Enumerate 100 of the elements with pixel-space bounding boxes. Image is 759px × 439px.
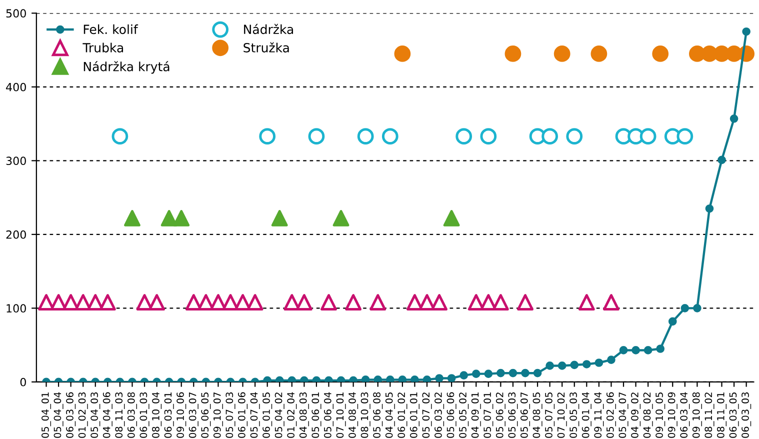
point (504, 46, 522, 62)
point (74, 294, 92, 310)
x-tick-label: 05_07_02 (422, 392, 432, 438)
x-tick-label: 05_06_05 (201, 392, 211, 438)
point (496, 368, 505, 378)
point (160, 210, 178, 226)
point (136, 294, 153, 310)
x-tick-label: 06_01_04 (582, 392, 592, 438)
point (374, 376, 382, 382)
x-tick-label: 01_02_03 (78, 392, 88, 438)
point (349, 376, 358, 382)
x-tick-label: 09_10_05 (656, 392, 666, 438)
point (480, 128, 497, 145)
point (632, 346, 640, 354)
x-tick-label: 04_09_01 (471, 392, 481, 438)
x-tick-label: 05_06_06 (446, 392, 456, 438)
x-tick-label: 05_07_05 (545, 392, 555, 438)
point (320, 294, 337, 310)
point (386, 376, 394, 382)
point (456, 128, 472, 145)
point (222, 294, 239, 310)
x-tick-label: 06_03_03 (742, 392, 752, 438)
x-tick-label: 06_01_05 (262, 392, 272, 438)
x-tick-label: 05_05_02 (459, 392, 469, 438)
point (558, 362, 566, 370)
x-tick-label: 09_11_04 (594, 392, 604, 438)
point (431, 294, 448, 310)
x-tick-label: 06_01_01 (410, 392, 420, 438)
point (234, 294, 251, 310)
point (382, 128, 398, 145)
y-tick-label: 0 (20, 378, 26, 386)
x-tick-label: 05_07_04 (250, 392, 260, 438)
point (570, 360, 579, 370)
point (607, 356, 616, 364)
point (554, 46, 570, 62)
point (508, 368, 518, 378)
x-tick-label: 06_03_08 (127, 392, 137, 438)
point (603, 294, 620, 310)
point (693, 304, 702, 312)
point (173, 210, 190, 226)
x-tick-label: 05_04_01 (42, 392, 52, 438)
x-tick-label: 05_05_03 (570, 392, 580, 438)
point (566, 128, 583, 145)
point (718, 156, 726, 164)
point (50, 294, 67, 310)
point (546, 362, 554, 370)
x-tick-label: 07_10_02 (557, 392, 567, 438)
x-tick-label: 08_11_03 (115, 392, 125, 438)
x-tick-label: 05_06_07 (520, 392, 530, 438)
point (656, 344, 665, 353)
legend-label: Fek. kolif (84, 24, 138, 34)
point (590, 46, 608, 62)
x-tick-label: 05_04_04 (54, 392, 64, 438)
x-tick-label: 09_10_09 (668, 392, 678, 438)
x-tick-label: 06_01_03 (140, 392, 150, 438)
point (345, 294, 362, 310)
x-tick-label: 05_07_01 (484, 392, 494, 438)
point (406, 294, 423, 310)
x-tick-label: 09_10_06 (176, 392, 186, 438)
point (410, 376, 419, 382)
x-tick-label: 08_10_04 (152, 392, 162, 438)
y-tick-label: 200 (6, 230, 26, 239)
point (38, 294, 54, 310)
x-tick-label: 04_08_04 (348, 392, 358, 438)
x-tick-label: 05_06_01 (312, 392, 322, 438)
y-tick-label: 300 (6, 156, 26, 166)
point (680, 304, 690, 312)
point (742, 27, 750, 36)
point (492, 294, 509, 310)
x-tick-label: 07_10_01 (336, 392, 346, 438)
point (210, 294, 226, 310)
y-tick-label: 100 (6, 304, 26, 313)
y-tick-label: 400 (6, 82, 26, 92)
x-tick-label: 05_02_06 (606, 392, 616, 438)
x-tick-label: 08_11_02 (704, 392, 714, 438)
point (578, 294, 595, 310)
x-tick-label: 08_10_03 (360, 392, 370, 438)
legend-label: Trubka (82, 42, 124, 52)
legend-label: Nádržka (244, 24, 294, 34)
legend-label: Stružka (244, 42, 289, 52)
point (300, 376, 308, 382)
point (398, 376, 407, 382)
x-tick-label: 09_10_08 (692, 392, 702, 438)
x-tick-label: 05_04_03 (90, 392, 100, 438)
point (644, 346, 652, 354)
x-tick-label: 06_03_02 (434, 392, 444, 438)
point (730, 114, 738, 123)
point (619, 346, 628, 354)
x-tick-label: 06_03_06 (66, 392, 76, 438)
point (332, 210, 350, 226)
point (435, 374, 444, 382)
x-tick-label: 05_06_02 (496, 392, 506, 438)
point (668, 317, 677, 326)
point (422, 376, 432, 382)
x-tick-label: 09_10_07 (213, 392, 223, 438)
x-tick-label: 05_04_07 (618, 392, 628, 438)
point (124, 210, 140, 226)
x-tick-label: 05_06_04 (324, 392, 334, 438)
point (542, 128, 558, 145)
x-tick-label: 06_03_05 (729, 392, 739, 438)
